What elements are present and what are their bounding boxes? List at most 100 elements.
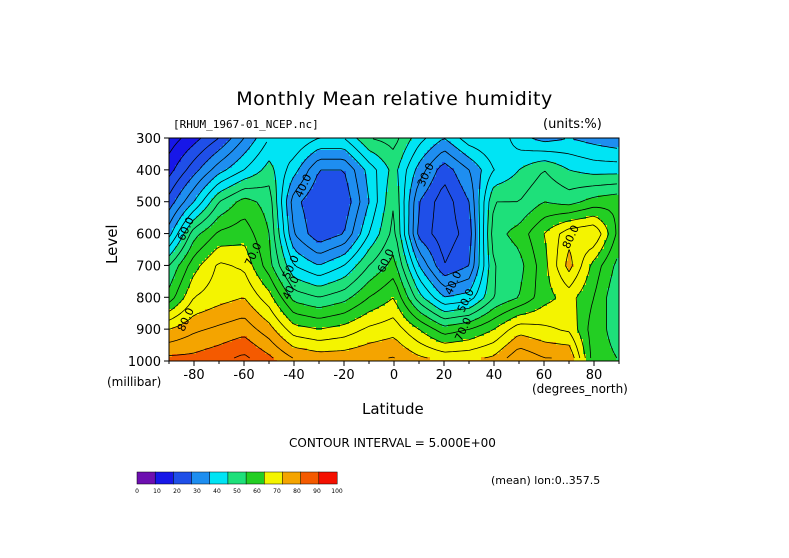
- contour-cell: [217, 174, 221, 178]
- contour-cell: [253, 201, 257, 205]
- contour-cell: [517, 171, 521, 175]
- contour-cell: [211, 168, 215, 172]
- contour-cell: [373, 192, 377, 196]
- contour-cell: [448, 234, 452, 238]
- contour-cell: [310, 141, 314, 145]
- contour-cell: [595, 189, 599, 193]
- contour-cell: [514, 219, 518, 223]
- contour-cell: [190, 207, 194, 211]
- contour-cell: [592, 156, 596, 160]
- contour-cell: [307, 159, 311, 163]
- contour-cell: [475, 144, 479, 148]
- contour-cell: [274, 237, 278, 241]
- contour-cell: [484, 165, 488, 169]
- contour-cell: [271, 180, 275, 184]
- contour-cell: [457, 147, 461, 151]
- contour-cell: [280, 156, 284, 160]
- contour-cell: [196, 153, 200, 157]
- contour-cell: [211, 195, 215, 199]
- contour-cell: [418, 189, 422, 193]
- contour-cell: [616, 159, 620, 163]
- contour-cell: [535, 168, 539, 172]
- contour-cell: [538, 183, 542, 187]
- contour-cell: [406, 219, 410, 223]
- contour-cell: [598, 219, 602, 223]
- contour-cell: [436, 219, 440, 223]
- contour-cell: [463, 180, 467, 184]
- contour-cell: [511, 213, 515, 217]
- contour-cell: [406, 216, 410, 220]
- contour-cell: [526, 159, 530, 163]
- contour-cell: [607, 225, 611, 229]
- contour-cell: [208, 189, 212, 193]
- contour-cell: [313, 213, 317, 217]
- contour-cell: [229, 171, 233, 175]
- contour-cell: [469, 195, 473, 199]
- contour-cell: [472, 156, 476, 160]
- contour-cell: [178, 165, 182, 169]
- contour-cell: [187, 207, 191, 211]
- contour-cell: [289, 216, 293, 220]
- contour-cell: [499, 171, 503, 175]
- contour-cell: [337, 165, 341, 169]
- contour-cell: [553, 174, 557, 178]
- contour-cell: [607, 210, 611, 214]
- contour-cell: [181, 144, 185, 148]
- contour-cell: [418, 234, 422, 238]
- contour-cell: [280, 222, 284, 226]
- contour-cell: [208, 183, 212, 187]
- contour-cell: [295, 165, 299, 169]
- contour-cell: [451, 162, 455, 166]
- contour-cell: [517, 186, 521, 190]
- contour-cell: [205, 237, 209, 241]
- contour-cell: [334, 180, 338, 184]
- contour-cell: [478, 144, 482, 148]
- contour-cell: [526, 183, 530, 187]
- contour-cell: [226, 234, 230, 238]
- contour-cell: [373, 147, 377, 151]
- contour-cell: [523, 234, 527, 238]
- contour-cell: [511, 153, 515, 157]
- contour-cell: [490, 171, 494, 175]
- contour-cell: [439, 180, 443, 184]
- contour-cell: [259, 171, 263, 175]
- contour-cell: [307, 162, 311, 166]
- contour-cell: [358, 153, 362, 157]
- contour-cell: [502, 207, 506, 211]
- contour-cell: [169, 216, 173, 220]
- contour-cell: [322, 201, 326, 205]
- contour-cell: [427, 141, 431, 145]
- contour-cell: [325, 216, 329, 220]
- contour-cell: [322, 228, 326, 232]
- contour-cell: [334, 156, 338, 160]
- contour-cell: [433, 231, 437, 235]
- contour-cell: [424, 180, 428, 184]
- contour-cell: [424, 228, 428, 232]
- contour-cell: [256, 147, 260, 151]
- contour-cell: [553, 171, 557, 175]
- contour-cell: [541, 219, 545, 223]
- contour-cell: [418, 195, 422, 199]
- contour-cell: [391, 156, 395, 160]
- contour-cell: [337, 198, 341, 202]
- contour-cell: [169, 174, 173, 178]
- contour-cell: [256, 213, 260, 217]
- contour-cell: [322, 189, 326, 193]
- contour-cell: [520, 174, 524, 178]
- contour-cell: [433, 186, 437, 190]
- contour-cell: [313, 222, 317, 226]
- contour-cell: [382, 165, 386, 169]
- contour-cell: [169, 207, 173, 211]
- contour-cell: [604, 216, 608, 220]
- contour-cell: [520, 192, 524, 196]
- contour-cell: [613, 195, 617, 199]
- contour-cell: [535, 192, 539, 196]
- contour-cell: [376, 168, 380, 172]
- contour-cell: [496, 207, 500, 211]
- contour-cell: [502, 147, 506, 151]
- contour-cell: [598, 180, 602, 184]
- contour-cell: [406, 201, 410, 205]
- contour-cell: [217, 231, 221, 235]
- contour-cell: [442, 141, 446, 145]
- contour-cell: [238, 201, 242, 205]
